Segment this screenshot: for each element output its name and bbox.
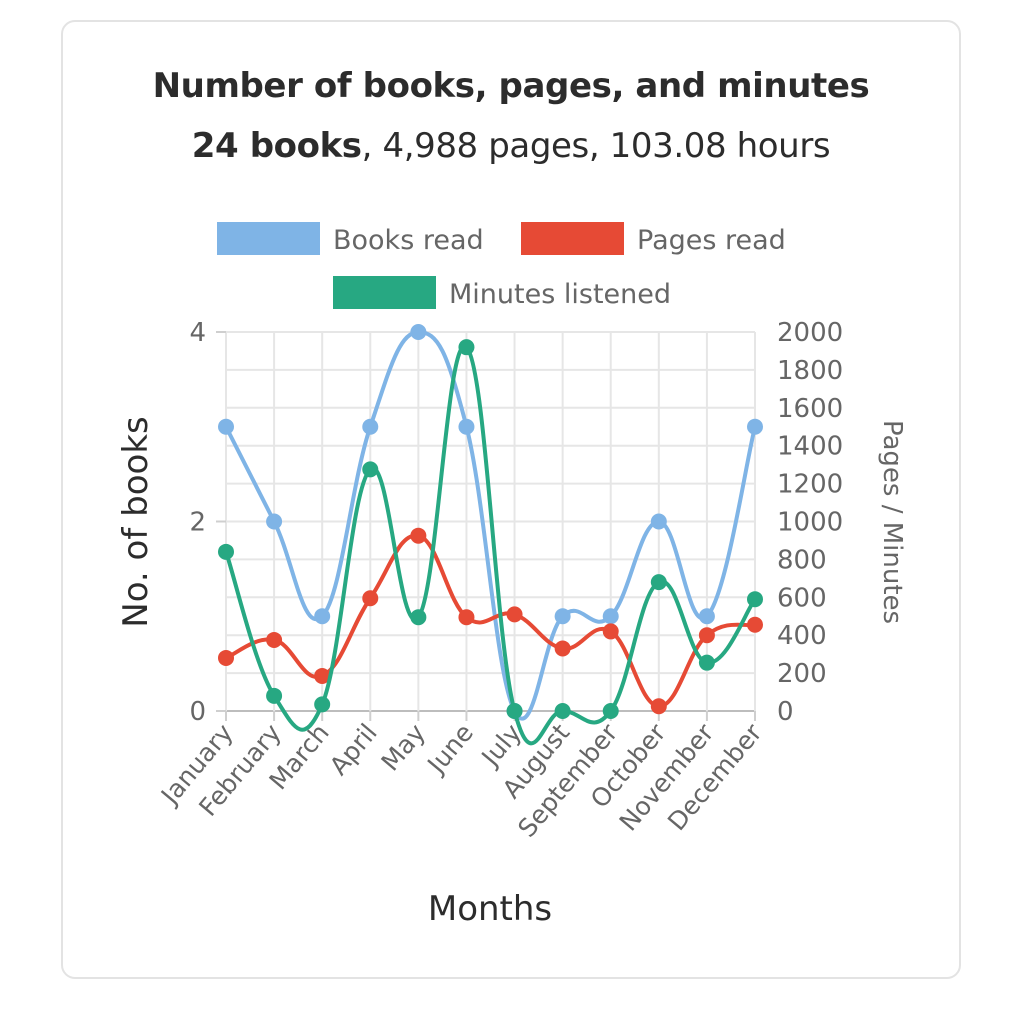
data-point-pages-read	[554, 640, 571, 657]
legend-label-minutes-listened: Minutes listened	[449, 279, 671, 310]
y-left-tick-label: 0	[189, 697, 206, 727]
summary-books: 24 books	[191, 126, 362, 166]
data-point-books-read	[314, 608, 331, 625]
y-right-tick-label: 1000	[777, 508, 843, 538]
data-point-pages-read	[698, 627, 715, 644]
x-tick-label: June	[421, 718, 480, 780]
data-point-minutes-listened	[698, 654, 715, 671]
data-point-minutes-listened	[362, 461, 379, 478]
data-point-pages-read	[747, 616, 763, 633]
chart-title: Number of books, pages, and minutes	[152, 66, 870, 106]
data-point-books-read	[410, 324, 427, 340]
data-point-books-read	[458, 418, 475, 435]
y-left-tick-label: 2	[189, 508, 206, 538]
y-right-tick-label: 2000	[777, 318, 843, 348]
data-point-minutes-listened	[266, 687, 283, 704]
legend: Books read Pages read Minutes listened	[217, 222, 786, 310]
y-right-tick-label: 200	[777, 659, 827, 689]
y-left-tick-label: 4	[189, 318, 206, 348]
y-right-tick-label: 1200	[777, 470, 843, 500]
data-point-minutes-listened	[314, 696, 331, 713]
data-point-minutes-listened	[747, 591, 763, 608]
data-point-books-read	[698, 608, 715, 625]
y-right-tick-label: 600	[777, 583, 827, 613]
grid-lines	[225, 331, 756, 712]
legend-swatch-minutes-listened	[333, 276, 436, 309]
y-right-tick-label: 1600	[777, 394, 843, 424]
data-point-books-read	[266, 513, 283, 530]
data-point-minutes-listened	[218, 543, 234, 560]
y-axis-left-label: No. of books	[116, 416, 156, 627]
x-tick-label: May	[376, 718, 432, 776]
y-right-tick-label: 0	[777, 697, 794, 727]
data-point-books-read	[362, 418, 379, 435]
x-axis-label: Months	[428, 889, 552, 929]
chart-card	[61, 20, 961, 979]
data-point-pages-read	[458, 609, 475, 626]
x-tick-label: April	[324, 718, 383, 780]
series-lines	[218, 324, 763, 746]
legend-swatch-books-read	[217, 222, 320, 255]
data-point-books-read	[218, 418, 234, 435]
data-point-pages-read	[266, 631, 283, 648]
data-point-books-read	[650, 513, 667, 530]
data-point-minutes-listened	[554, 703, 571, 719]
y-right-tick-label: 400	[777, 621, 827, 651]
y-axis-right-label: Pages / Minutes	[877, 420, 907, 624]
data-point-minutes-listened	[650, 574, 667, 591]
y-right-tick-label: 1400	[777, 432, 843, 462]
legend-label-pages-read: Pages read	[637, 225, 786, 256]
chart-summary: 24 books, 4,988 pages, 103.08 hours	[61, 126, 961, 166]
data-point-pages-read	[218, 649, 234, 666]
legend-label-books-read: Books read	[333, 225, 484, 256]
data-point-books-read	[747, 418, 763, 435]
y-right-tick-label: 800	[777, 545, 827, 575]
data-point-pages-read	[650, 698, 667, 715]
series-line-pages-read	[225, 533, 756, 709]
data-point-books-read	[554, 608, 571, 625]
data-point-pages-read	[362, 590, 379, 607]
summary-rest: , 4,988 pages, 103.08 hours	[361, 126, 831, 166]
data-point-books-read	[602, 608, 619, 625]
data-point-pages-read	[410, 527, 427, 544]
data-point-pages-read	[506, 606, 523, 623]
data-point-minutes-listened	[410, 609, 427, 626]
data-point-minutes-listened	[602, 703, 619, 719]
data-point-pages-read	[602, 623, 619, 640]
data-point-minutes-listened	[506, 703, 523, 719]
legend-swatch-pages-read	[521, 222, 624, 255]
y-right-tick-label: 1800	[777, 356, 843, 386]
data-point-minutes-listened	[458, 339, 475, 356]
data-point-pages-read	[314, 667, 331, 684]
